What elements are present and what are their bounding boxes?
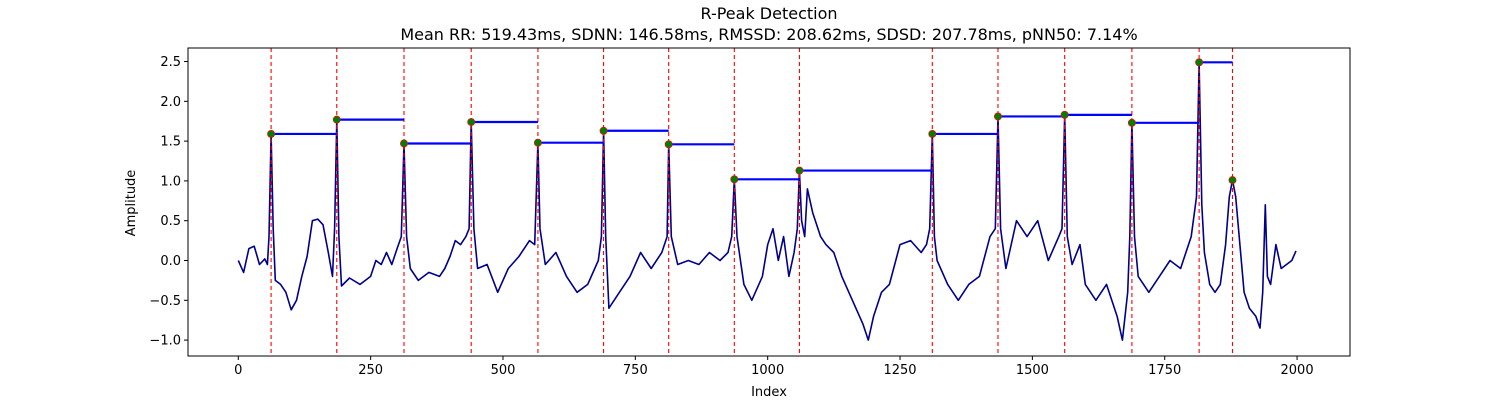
peak-marker-9: [928, 130, 937, 138]
x-tick-label-6: 1500: [1016, 363, 1049, 378]
y-tick-label-3: 0.5: [160, 214, 181, 229]
y-tick-label-1: −0.5: [149, 294, 181, 309]
peak-marker-4: [533, 138, 542, 147]
signal-line: [237, 61, 1297, 341]
peak-marker-5: [599, 126, 608, 135]
x-tick-label-7: 1750: [1148, 363, 1181, 378]
peak-marker-13: [1195, 58, 1204, 67]
x-tick-label-1: 250: [358, 363, 383, 378]
peak-marker-1: [332, 115, 341, 124]
axes-frame: [187, 47, 1351, 357]
x-tick-label-3: 750: [623, 363, 648, 378]
chart-title: R-Peak Detection: [700, 4, 837, 23]
y-tick-label-0: −1.0: [149, 334, 181, 349]
x-tick-label-5: 1250: [883, 363, 916, 378]
y-tick-label-7: 2.5: [160, 55, 181, 70]
x-tick-label-8: 2000: [1281, 363, 1314, 378]
peak-marker-6: [664, 140, 673, 149]
peak-marker-0: [267, 130, 276, 138]
chart-subtitle: Mean RR: 519.43ms, SDNN: 146.58ms, RMSSD…: [400, 25, 1137, 44]
y-axis-label: Amplitude: [124, 170, 139, 237]
plot-area: 0 250 500 750 1000 1250 1500 1750 2000 −1.0 −0.5 0.…: [149, 47, 1351, 378]
y-tick-label-5: 1.5: [160, 135, 181, 150]
x-axis-label: Index: [751, 385, 787, 400]
y-tick-label-2: 0.0: [160, 254, 181, 269]
peak-marker-12: [1127, 118, 1136, 127]
peak-marker-14: [1228, 176, 1237, 185]
peak-marker-2: [400, 139, 408, 148]
x-tick-label-2: 500: [491, 363, 516, 378]
peak-marker-11: [1060, 110, 1069, 119]
peak-marker-3: [467, 118, 476, 126]
x-tick-label-4: 1000: [751, 363, 784, 378]
y-tick-label-6: 2.0: [160, 95, 181, 110]
peak-marker-10: [994, 112, 1002, 121]
peak-marker-7: [730, 175, 739, 184]
y-tick-label-4: 1.0: [160, 174, 181, 189]
peak-marker-8: [795, 166, 804, 175]
x-tick-label-0: 0: [234, 363, 242, 378]
